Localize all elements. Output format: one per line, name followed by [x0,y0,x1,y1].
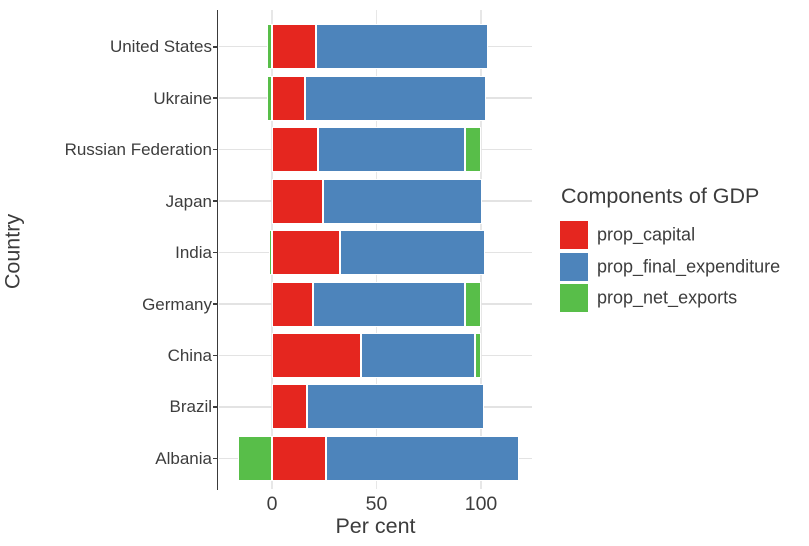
y-tick-label: Germany [142,294,212,314]
bar-segment-prop_capital [272,384,307,430]
y-tick-mark [212,354,218,357]
x-tick-label: 0 [266,493,278,515]
y-tick-mark [212,406,218,408]
y-tick-mark [212,251,218,254]
x-gridline [271,10,273,489]
bar-segment-prop_net_exports [474,332,481,378]
bar-segment-prop_net_exports [266,24,272,70]
y-tick-mark [212,148,218,151]
bar-segment-prop_capital [272,230,340,276]
legend-label: prop_net_exports [597,287,738,308]
bar-segment-prop_capital [272,178,323,224]
y-tick-label: United States [109,37,212,57]
legend-title: Components of GDP [561,184,760,208]
y-tick-label: Ukraine [153,88,212,108]
y-tick-mark [212,45,218,48]
bar-segment-prop_net_exports [464,127,481,173]
x-tick-label: 50 [365,493,388,515]
y-tick-label: Japan [165,191,212,211]
y-tick-label: India [175,243,212,263]
bar-segment-prop_net_exports [464,281,481,327]
legend-label: prop_capital [597,224,696,245]
y-tick-mark [212,97,218,99]
bar-segment-prop_final_expenditure [312,281,465,327]
bar-segment-prop_final_expenditure [361,332,475,378]
y-tick-mark [212,303,218,305]
bar-segment-prop_final_expenditure [322,178,483,224]
bar-segment-prop_final_expenditure [317,127,465,173]
bar-segment-prop_final_expenditure [325,435,520,481]
bar-segment-prop_net_exports [268,230,272,276]
legend-item: prop_net_exports [560,284,780,313]
x-tick-label: 100 [464,493,498,515]
bar-segment-prop_final_expenditure [316,24,488,70]
bar-segment-prop_capital [272,24,317,70]
y-tick-label: Brazil [169,397,212,417]
bar-segment-prop_final_expenditure [305,75,487,121]
bar-segment-prop_capital [272,75,306,121]
legend-key-prop_capital [560,221,588,249]
bar-segment-prop_final_expenditure [339,230,485,276]
y-axis-title: Country [0,213,25,290]
y-tick-label: Russian Federation [64,140,212,160]
bar-segment-prop_capital [272,281,313,327]
legend-label: prop_final_expenditure [597,256,781,277]
x-axis-title: Per cent [335,514,416,538]
y-tick-mark [212,457,218,460]
bar-segment-prop_capital [272,332,362,378]
legend-key-prop_final_expenditure [560,252,588,281]
bar-segment-prop_capital [272,127,318,173]
bar-segment-prop_final_expenditure [306,384,484,430]
y-tick-mark [212,200,218,202]
y-tick-label: China [167,345,212,365]
y-axis-line [216,10,219,490]
legend-key-prop_net_exports [560,284,588,313]
bar-segment-prop_net_exports [237,435,272,481]
bar-segment-prop_capital [272,435,326,481]
legend-item: prop_final_expenditure [560,252,781,281]
y-tick-label: Albania [155,448,212,468]
bar-segment-prop_net_exports [267,75,272,121]
legend-item: prop_capital [560,221,780,249]
